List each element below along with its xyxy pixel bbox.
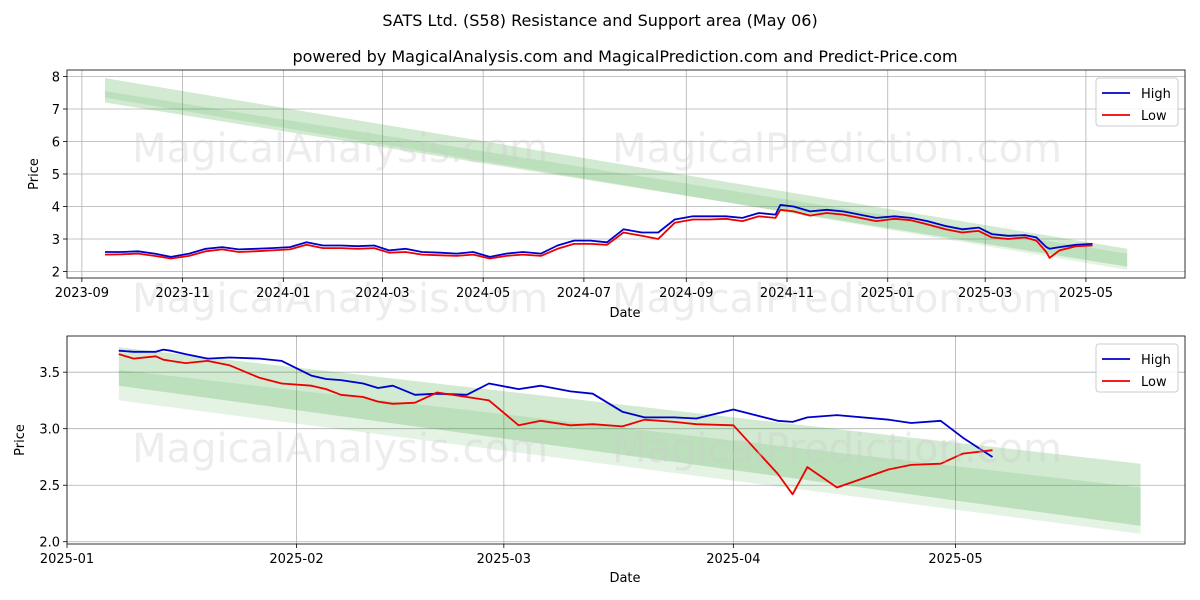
- y-tick-label: 2.0: [39, 536, 60, 551]
- legend-label: High: [1141, 87, 1171, 102]
- x-tick-label: 2024-01: [256, 286, 310, 301]
- x-tick-label: 2025-03: [958, 286, 1012, 301]
- watermark: MagicalPrediction.com: [612, 126, 1062, 172]
- chart-title: SATS Ltd. (S58) Resistance and Support a…: [382, 11, 817, 30]
- x-tick-label: 2023-11: [155, 286, 209, 301]
- x-tick-label: 2025-01: [861, 286, 915, 301]
- y-axis-label: Price: [27, 158, 42, 190]
- plot-area: [104, 78, 1128, 270]
- legend-label: Low: [1141, 375, 1167, 390]
- y-tick-label: 3.0: [39, 423, 60, 438]
- top-panel: MagicalAnalysis.com MagicalPrediction.com…: [27, 69, 1186, 322]
- y-tick-label: 5: [52, 168, 60, 183]
- y-axis-label: Price: [13, 424, 28, 456]
- x-tick-label: 2023-09: [55, 286, 109, 301]
- series-line-low: [104, 208, 1093, 260]
- x-axis-label: Date: [609, 306, 640, 321]
- x-tick-label: 2025-04: [706, 552, 760, 567]
- x-tick-label: 2024-05: [456, 286, 510, 301]
- legend-box: [1095, 77, 1179, 127]
- y-tick-label: 2: [52, 266, 60, 281]
- series-line-high: [118, 348, 993, 458]
- bottom-panel: MagicalAnalysis.com MagicalPrediction.com…: [13, 335, 1186, 586]
- watermark: MagicalAnalysis.com: [132, 276, 548, 322]
- legend-label: High: [1141, 353, 1171, 368]
- support-resistance-band: [118, 369, 1141, 534]
- support-resistance-band: [118, 347, 1141, 526]
- x-tick-label: 2025-05: [1059, 286, 1113, 301]
- plot-area: [118, 347, 1141, 534]
- y-tick-label: 4: [52, 201, 60, 216]
- x-tick-label: 2025-03: [477, 552, 531, 567]
- y-tick-label: 3.5: [39, 366, 60, 381]
- chart-subtitle: powered by MagicalAnalysis.com and Magic…: [292, 47, 957, 66]
- x-tick-label: 2024-11: [760, 286, 814, 301]
- x-tick-label: 2025-02: [269, 552, 323, 567]
- y-tick-label: 7: [52, 103, 60, 118]
- x-axis-label: Date: [609, 571, 640, 586]
- x-tick-label: 2024-07: [557, 286, 611, 301]
- watermark: MagicalPrediction.com: [612, 426, 1062, 472]
- watermark: MagicalAnalysis.com: [132, 126, 548, 172]
- axes-frame: [66, 335, 1186, 545]
- x-tick-label: 2024-09: [659, 286, 713, 301]
- series-line-high: [105, 204, 1093, 258]
- support-resistance-band: [104, 91, 1128, 270]
- x-tick-label: 2025-01: [40, 552, 94, 567]
- watermark: MagicalPrediction.com: [612, 276, 1062, 322]
- legend-box: [1095, 343, 1179, 393]
- x-tick-label: 2025-05: [928, 552, 982, 567]
- y-tick-label: 2.5: [39, 479, 60, 494]
- series-line-low: [118, 353, 993, 496]
- x-tick-label: 2024-03: [355, 286, 409, 301]
- watermark: MagicalAnalysis.com: [132, 426, 548, 472]
- legend-label: Low: [1141, 109, 1167, 124]
- y-tick-label: 3: [52, 233, 60, 248]
- y-tick-label: 8: [52, 71, 60, 86]
- y-tick-label: 6: [52, 136, 60, 151]
